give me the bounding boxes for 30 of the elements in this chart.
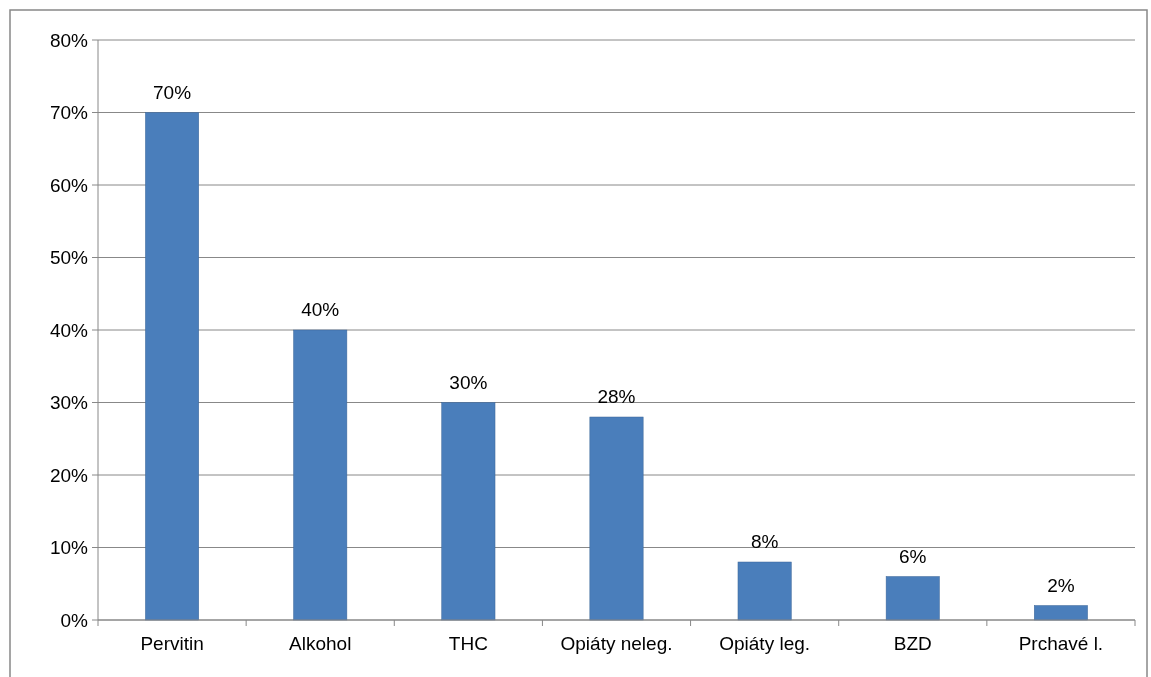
y-tick-label: 10%	[49, 537, 89, 559]
y-tick-label: 50%	[49, 247, 89, 269]
y-tick-label: 60%	[49, 174, 89, 196]
data-label: 8%	[750, 531, 779, 552]
x-tick-label: Alkohol	[289, 633, 352, 654]
y-tick-label: 40%	[49, 319, 89, 341]
bar	[441, 402, 496, 621]
data-label: 6%	[899, 545, 927, 567]
y-tick-label: 20%	[49, 464, 89, 486]
x-tick-label: THC	[448, 633, 488, 654]
bar	[145, 112, 199, 621]
bar	[293, 329, 348, 621]
data-label: 70%	[153, 81, 192, 103]
x-tick-label: Pervitin	[140, 633, 204, 654]
x-tick-label: Opiáty leg.	[719, 633, 811, 654]
y-tick-label: 70%	[49, 102, 89, 124]
y-tick-label: 0%	[60, 609, 89, 631]
x-tick-label: Prchavé l.	[1018, 633, 1104, 654]
bar	[885, 576, 940, 621]
data-label: 40%	[301, 299, 340, 320]
bar	[1034, 605, 1088, 621]
bar	[589, 416, 644, 621]
x-tick-label: Opiáty neleg.	[560, 633, 673, 654]
data-label: 28%	[597, 386, 636, 407]
bar	[737, 561, 792, 621]
y-tick-label: 30%	[49, 392, 89, 414]
data-label: 30%	[449, 371, 488, 393]
y-tick-label: 80%	[49, 29, 89, 51]
x-tick-label: BZD	[893, 633, 932, 654]
data-label: 2%	[1047, 574, 1075, 596]
